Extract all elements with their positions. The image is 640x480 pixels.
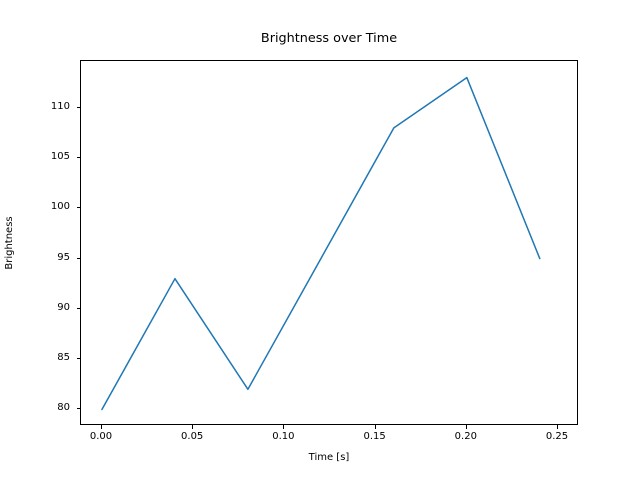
y-ticklabel: 90	[57, 301, 70, 313]
y-tick	[76, 358, 80, 360]
y-tick	[76, 307, 80, 309]
x-tick	[100, 425, 102, 429]
y-ticklabel: 100	[50, 201, 70, 213]
chart-title: Brightness over Time	[260, 31, 398, 46]
y-ticklabel: 110	[50, 100, 70, 112]
plot-area	[80, 60, 578, 425]
x-tick	[192, 425, 194, 429]
y-ticklabel: 85	[57, 352, 70, 364]
y-tick	[76, 257, 80, 259]
x-ticklabel: 0.25	[545, 431, 569, 442]
x-tick	[283, 425, 285, 429]
y-axis-label: Brightness	[4, 215, 15, 270]
y-axis-label-wrapper: Brightness	[0, 60, 20, 425]
y-tick	[76, 207, 80, 209]
x-ticklabel: 0.10	[272, 431, 295, 442]
x-ticklabel: 0.15	[363, 431, 386, 442]
x-ticklabel: 0.05	[181, 431, 204, 442]
x-ticklabel: 0.00	[89, 431, 113, 442]
data-line-series	[101, 76, 541, 411]
x-ticklabel: 0.20	[454, 431, 477, 442]
y-ticklabel: 80	[57, 402, 70, 414]
series-brightness-polyline	[101, 76, 541, 411]
y-ticklabel: 105	[50, 151, 70, 163]
x-tick	[374, 425, 376, 429]
x-axis-label: Time [s]	[308, 452, 350, 463]
y-tick	[76, 408, 80, 410]
x-tick	[465, 425, 467, 429]
y-tick	[76, 157, 80, 159]
x-tick	[557, 425, 559, 429]
y-ticklabel: 95	[57, 251, 70, 263]
y-tick	[76, 106, 80, 108]
